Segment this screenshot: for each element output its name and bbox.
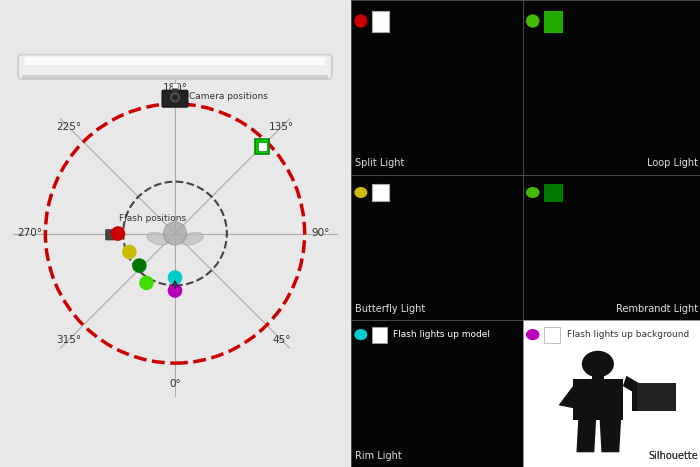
- Point: [141, 279, 152, 287]
- Bar: [632, 383, 637, 411]
- Bar: [22, 75, 328, 79]
- Text: 45°: 45°: [272, 335, 290, 345]
- FancyBboxPatch shape: [162, 90, 188, 107]
- Bar: [545, 11, 562, 32]
- Bar: [172, 83, 178, 88]
- FancyBboxPatch shape: [106, 230, 120, 240]
- Text: 270°: 270°: [18, 228, 42, 239]
- Circle shape: [171, 93, 179, 102]
- Text: Rim Light: Rim Light: [355, 451, 402, 461]
- Point: [124, 248, 135, 256]
- Circle shape: [526, 329, 540, 340]
- Text: 315°: 315°: [56, 335, 81, 345]
- Text: Silhouette: Silhouette: [648, 451, 698, 461]
- FancyBboxPatch shape: [18, 55, 332, 79]
- Polygon shape: [576, 420, 596, 452]
- Text: 180°: 180°: [162, 83, 188, 93]
- Text: Flash lights up background: Flash lights up background: [566, 330, 689, 339]
- Bar: [592, 368, 604, 380]
- Text: Split Light: Split Light: [355, 158, 404, 168]
- FancyBboxPatch shape: [25, 57, 326, 65]
- Text: 0°: 0°: [169, 379, 181, 389]
- Circle shape: [526, 14, 540, 28]
- Polygon shape: [559, 386, 587, 408]
- Bar: [545, 184, 562, 201]
- Bar: [172, 88, 178, 92]
- Circle shape: [354, 329, 368, 340]
- Ellipse shape: [181, 232, 203, 245]
- Bar: [255, 139, 270, 154]
- Point: [169, 287, 181, 294]
- Polygon shape: [634, 383, 676, 411]
- Text: Loop Light: Loop Light: [647, 158, 698, 168]
- Circle shape: [354, 14, 368, 28]
- Point: [113, 230, 124, 237]
- Circle shape: [163, 222, 187, 245]
- Point: [134, 262, 145, 269]
- Text: 225°: 225°: [56, 122, 81, 132]
- Text: Butterfly Light: Butterfly Light: [355, 304, 425, 314]
- Circle shape: [582, 351, 614, 377]
- Bar: [372, 326, 387, 343]
- Text: Silhouette: Silhouette: [648, 451, 698, 461]
- Polygon shape: [573, 379, 623, 420]
- Point: [169, 274, 181, 281]
- Text: Flash lights up model: Flash lights up model: [393, 330, 491, 339]
- Text: 90°: 90°: [311, 228, 330, 239]
- Bar: [372, 11, 389, 32]
- Text: Flash positions: Flash positions: [119, 214, 186, 223]
- Text: 135°: 135°: [269, 122, 294, 132]
- Polygon shape: [623, 376, 652, 401]
- Polygon shape: [600, 420, 621, 452]
- Bar: [545, 326, 561, 343]
- Bar: [258, 142, 267, 151]
- Ellipse shape: [147, 232, 169, 245]
- Text: Camera positions: Camera positions: [189, 92, 268, 100]
- Text: Rembrandt Light: Rembrandt Light: [616, 304, 698, 314]
- Bar: [372, 184, 389, 201]
- Circle shape: [111, 232, 116, 237]
- Circle shape: [526, 187, 540, 198]
- Circle shape: [172, 95, 178, 100]
- Circle shape: [354, 187, 368, 198]
